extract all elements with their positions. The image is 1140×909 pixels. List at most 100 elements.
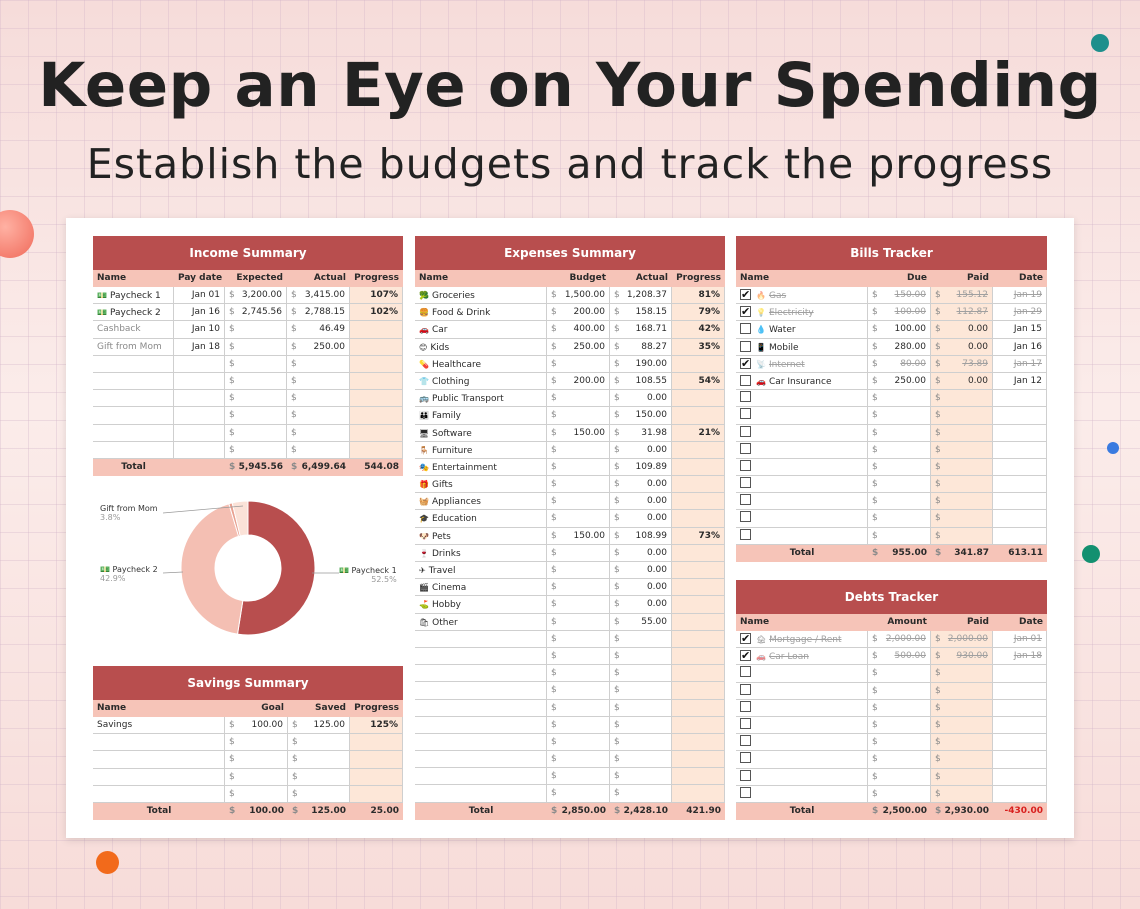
bills-date-cell[interactable]: Jan 29 <box>993 304 1047 322</box>
debts-paid-checkbox[interactable] <box>740 648 751 664</box>
bills-name-cell[interactable] <box>736 510 868 528</box>
bills-paid-checkbox[interactable] <box>740 494 751 506</box>
bills-date-cell[interactable] <box>993 407 1047 425</box>
bills-name-cell[interactable]: 📡Internet <box>736 355 868 373</box>
debts-name-cell[interactable] <box>736 665 868 683</box>
bills-name-cell[interactable]: 🚗 Car Insurance <box>736 372 868 391</box>
income-paydate-cell[interactable] <box>174 355 225 373</box>
income-paydate-cell[interactable]: Jan 01 <box>174 287 225 305</box>
income-name-cell[interactable]: Cashback <box>93 321 174 339</box>
debts-name-cell[interactable] <box>736 682 868 700</box>
income-paydate-cell[interactable]: Jan 10 <box>174 321 225 339</box>
bills-name-cell[interactable] <box>736 458 868 477</box>
bills-date-cell[interactable]: Jan 16 <box>993 338 1047 356</box>
savings-name-cell[interactable] <box>93 751 225 769</box>
bills-date-cell[interactable] <box>993 493 1047 511</box>
bills-paid-checkbox[interactable] <box>740 425 751 437</box>
bills-paid-checkbox[interactable] <box>740 356 751 372</box>
bills-name-cell[interactable] <box>736 390 868 408</box>
bills-paid-checkbox[interactable] <box>740 408 751 420</box>
debts-paid-checkbox[interactable] <box>740 666 751 678</box>
debts-name-cell[interactable] <box>736 716 868 735</box>
debts-paid-checkbox[interactable] <box>740 683 751 695</box>
income-name-cell[interactable]: 💵 Paycheck 1 <box>93 287 174 305</box>
bills-date-cell[interactable] <box>993 441 1047 459</box>
income-paydate-cell[interactable] <box>174 441 225 459</box>
debts-paid-checkbox[interactable] <box>740 752 751 764</box>
bills-name-cell[interactable] <box>736 476 868 494</box>
income-name-cell[interactable] <box>93 372 174 391</box>
debts-name-cell[interactable] <box>736 785 868 803</box>
income-name-cell[interactable] <box>93 390 174 408</box>
debts-paid-checkbox[interactable] <box>740 717 751 729</box>
bills-paid-checkbox[interactable] <box>740 287 751 303</box>
income-paydate-cell[interactable] <box>174 407 225 425</box>
debts-name-cell[interactable]: 🚗Car Loan <box>736 648 868 666</box>
bills-date-cell[interactable] <box>993 510 1047 528</box>
bills-date-cell[interactable]: Jan 19 <box>993 287 1047 305</box>
debts-date-cell[interactable] <box>993 716 1047 735</box>
income-paydate-cell[interactable] <box>174 424 225 442</box>
bills-name-cell[interactable]: 📱 Mobile <box>736 338 868 356</box>
bills-name-cell[interactable]: 💧 Water <box>736 321 868 339</box>
bills-name-cell[interactable] <box>736 407 868 425</box>
income-paydate-cell[interactable] <box>174 390 225 408</box>
bills-paid-checkbox[interactable] <box>740 391 751 403</box>
savings-name-cell[interactable]: Savings <box>93 717 225 735</box>
debts-name-cell[interactable] <box>736 699 868 717</box>
bills-paid-checkbox[interactable] <box>740 528 751 540</box>
income-name-cell[interactable] <box>93 355 174 373</box>
bills-date-cell[interactable]: Jan 12 <box>993 372 1047 391</box>
income-name-cell[interactable] <box>93 407 174 425</box>
income-paydate-cell[interactable] <box>174 372 225 391</box>
debts-name-cell[interactable] <box>736 734 868 752</box>
bills-paid-checkbox[interactable] <box>740 323 751 335</box>
bills-date-cell[interactable]: Jan 15 <box>993 321 1047 339</box>
bills-name-cell[interactable] <box>736 493 868 511</box>
savings-name-cell[interactable] <box>93 734 225 752</box>
debts-paid-checkbox[interactable] <box>740 735 751 747</box>
income-paydate-cell[interactable]: Jan 18 <box>174 338 225 356</box>
debts-date-cell[interactable] <box>993 699 1047 717</box>
bills-date-cell[interactable] <box>993 458 1047 477</box>
debts-date-cell[interactable] <box>993 682 1047 700</box>
bills-paid-checkbox[interactable] <box>740 442 751 454</box>
bills-paid-checkbox[interactable] <box>740 459 751 471</box>
debts-paid-checkbox[interactable] <box>740 769 751 781</box>
bills-name-cell[interactable]: 🔥Gas <box>736 287 868 305</box>
debts-date-cell[interactable] <box>993 734 1047 752</box>
debts-paid-checkbox[interactable] <box>740 700 751 712</box>
income-name-cell[interactable] <box>93 441 174 459</box>
bills-paid-checkbox[interactable] <box>740 304 751 320</box>
debts-paid-checkbox[interactable] <box>740 631 751 647</box>
debts-date-cell[interactable] <box>993 768 1047 786</box>
income-name-cell[interactable]: 💵 Paycheck 2 <box>93 304 174 322</box>
income-name-cell[interactable] <box>93 424 174 442</box>
bills-date-cell[interactable] <box>993 527 1047 545</box>
bills-paid-checkbox[interactable] <box>740 340 751 352</box>
bills-name-cell[interactable] <box>736 424 868 442</box>
bills-name-cell[interactable] <box>736 527 868 545</box>
debts-date-cell[interactable]: Jan 01 <box>993 631 1047 649</box>
bills-paid-checkbox[interactable] <box>740 374 751 386</box>
debts-date-cell[interactable] <box>993 665 1047 683</box>
bills-name-cell[interactable]: 💡Electricity <box>736 304 868 322</box>
savings-name-cell[interactable] <box>93 785 225 803</box>
debts-name-cell[interactable] <box>736 751 868 769</box>
bills-date-cell[interactable] <box>993 424 1047 442</box>
debts-date-cell[interactable] <box>993 785 1047 803</box>
debts-name-cell[interactable]: 🏚Mortgage / Rent <box>736 631 868 649</box>
bills-name-cell[interactable] <box>736 441 868 459</box>
debts-paid-checkbox[interactable] <box>740 786 751 798</box>
savings-name-cell[interactable] <box>93 768 225 786</box>
bills-date-cell[interactable] <box>993 476 1047 494</box>
debts-date-cell[interactable]: Jan 18 <box>993 648 1047 666</box>
income-paydate-cell[interactable]: Jan 16 <box>174 304 225 322</box>
income-name-cell[interactable]: Gift from Mom <box>93 338 174 356</box>
bills-date-cell[interactable]: Jan 17 <box>993 355 1047 373</box>
debts-name-cell[interactable] <box>736 768 868 786</box>
bills-paid-checkbox[interactable] <box>740 477 751 489</box>
debts-date-cell[interactable] <box>993 751 1047 769</box>
bills-date-cell[interactable] <box>993 390 1047 408</box>
bills-paid-checkbox[interactable] <box>740 511 751 523</box>
